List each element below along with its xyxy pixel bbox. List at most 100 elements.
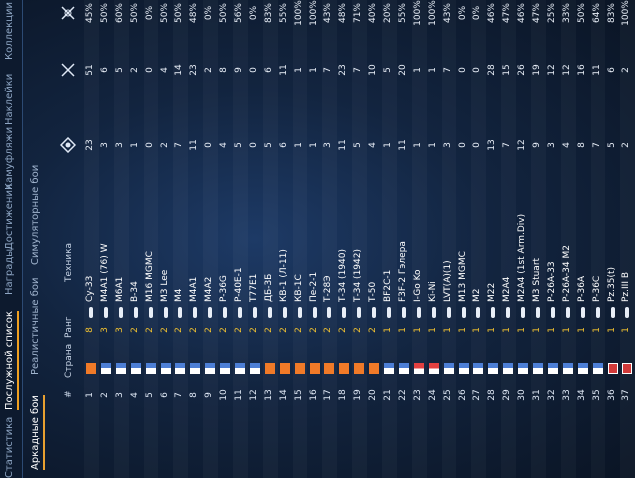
row-number: 7 [174,392,185,398]
table-row: 22 1 F3F-2 Гэлера 11 20 55% [397,0,412,478]
vehicle-name: КВ-1 (Л-11) [278,249,289,302]
table-row: 26 1 M13 MGMC 0 0 0% [457,0,472,478]
vehicle-name: Пе-2-1 [308,271,319,302]
battles: 1 [293,67,304,73]
table-row: 36 1 Pz.35(t) 5 6 83% [606,0,621,478]
rank: 2 [248,327,259,333]
victories-icon [60,137,76,153]
vehicle-icon [118,307,123,318]
row-number: 37 [621,389,632,401]
rank: 1 [472,327,483,333]
rank: 1 [517,327,528,333]
victories: 5 [353,142,364,148]
victories: 0 [248,142,259,148]
country-flag [518,363,529,374]
main-tab[interactable]: Награды [4,248,15,295]
battles: 6 [99,67,110,73]
vehicle-name: M4 [174,288,185,303]
win-rate: 48% [189,3,200,24]
rank: 3 [99,327,110,333]
country-flag [592,363,603,374]
vehicle-name: M2A4 [502,276,513,302]
row-number: 8 [189,392,200,398]
victories: 0 [204,142,215,148]
victories: 12 [517,139,528,151]
victories: 0 [144,142,155,148]
country-flag [235,363,245,374]
country-flag [190,363,201,374]
win-rate: 47% [502,3,513,24]
battles: 11 [278,64,289,76]
victories: 3 [114,142,125,148]
victories: 7 [591,142,602,148]
rank: 1 [546,327,557,333]
victories: 5 [263,142,274,148]
main-tab[interactable]: Статистика [4,416,15,478]
battles: 12 [561,64,572,76]
vehicle-icon [89,307,93,318]
rank: 2 [323,327,334,333]
row-number: 15 [293,389,304,401]
main-tab[interactable]: Послужной список [4,311,19,410]
vehicle-icon [148,307,153,318]
victories: 7 [174,142,185,148]
main-tab[interactable]: Коллекции [4,2,15,60]
main-tab[interactable]: Камуфляжи [4,126,15,190]
vehicle-icon [446,307,451,318]
vehicle-icon [461,307,466,318]
winrate-icon [61,6,75,20]
row-number: 19 [353,389,364,401]
vehicle-icon [506,307,511,318]
vehicle-icon [625,307,630,318]
win-rate: 55% [397,3,408,24]
country-flag [503,363,514,374]
mode-tab[interactable]: Аркадные бои [30,395,45,470]
battles: 12 [546,64,557,76]
row-number: 5 [144,392,155,398]
vehicle-name: ДБ-3Б [263,273,274,302]
battles: 5 [383,67,393,73]
battles: 0 [248,67,259,73]
rank: 2 [219,327,230,333]
main-tab[interactable]: Наклейки [4,73,15,125]
win-rate: 83% [606,3,617,24]
main-tabs: Статистика Послужной список Награды Достиже… [0,0,23,478]
victories: 1 [308,142,319,148]
win-rate: 0% [248,5,259,21]
row-number: 35 [591,389,602,401]
vehicle-name: Pz.III B [621,271,632,302]
battles: 0 [472,67,483,73]
table-row: 24 1 Ki-Ni 1 1 100% [427,0,442,478]
country-flag [86,363,96,374]
win-rate: 100% [427,0,438,26]
row-number: 10 [219,389,230,401]
row-number: 9 [204,392,215,398]
mode-tab[interactable]: Реалистичные бои [30,277,41,375]
victories: 9 [532,142,542,148]
table-row: 13 2 ДБ-3Б 5 6 83% [263,0,278,478]
table-row: 15 2 КВ-1С 1 1 100% [293,0,308,478]
battles: 6 [606,67,617,73]
table-row: 10 2 P-36G 4 8 50% [218,0,233,478]
rank: 2 [353,327,364,333]
win-rate: 56% [234,3,244,24]
vehicle-icon [580,307,585,318]
column-header: Техника [64,242,74,282]
vehicle-icon [223,307,228,318]
battles: 23 [338,64,349,76]
country-flag [458,363,469,374]
mode-tab[interactable]: Симуляторные бои [30,164,41,265]
vehicle-icon [595,307,600,318]
rank: 2 [129,327,140,333]
vehicle-name: M4A1 [189,276,200,302]
victories: 3 [99,142,110,148]
rank: 1 [457,327,468,333]
row-number: 27 [472,389,483,401]
table-row: 37 1 Pz.III B 2 2 100% [620,0,635,478]
victories: 11 [189,139,200,151]
win-rate: 50% [174,3,185,24]
vehicle-name: Ki-Ni [427,281,438,302]
table-row: 2 3 M4A1 (76) W 3 6 50% [99,0,114,478]
main-tab[interactable]: Достижения [4,184,15,250]
